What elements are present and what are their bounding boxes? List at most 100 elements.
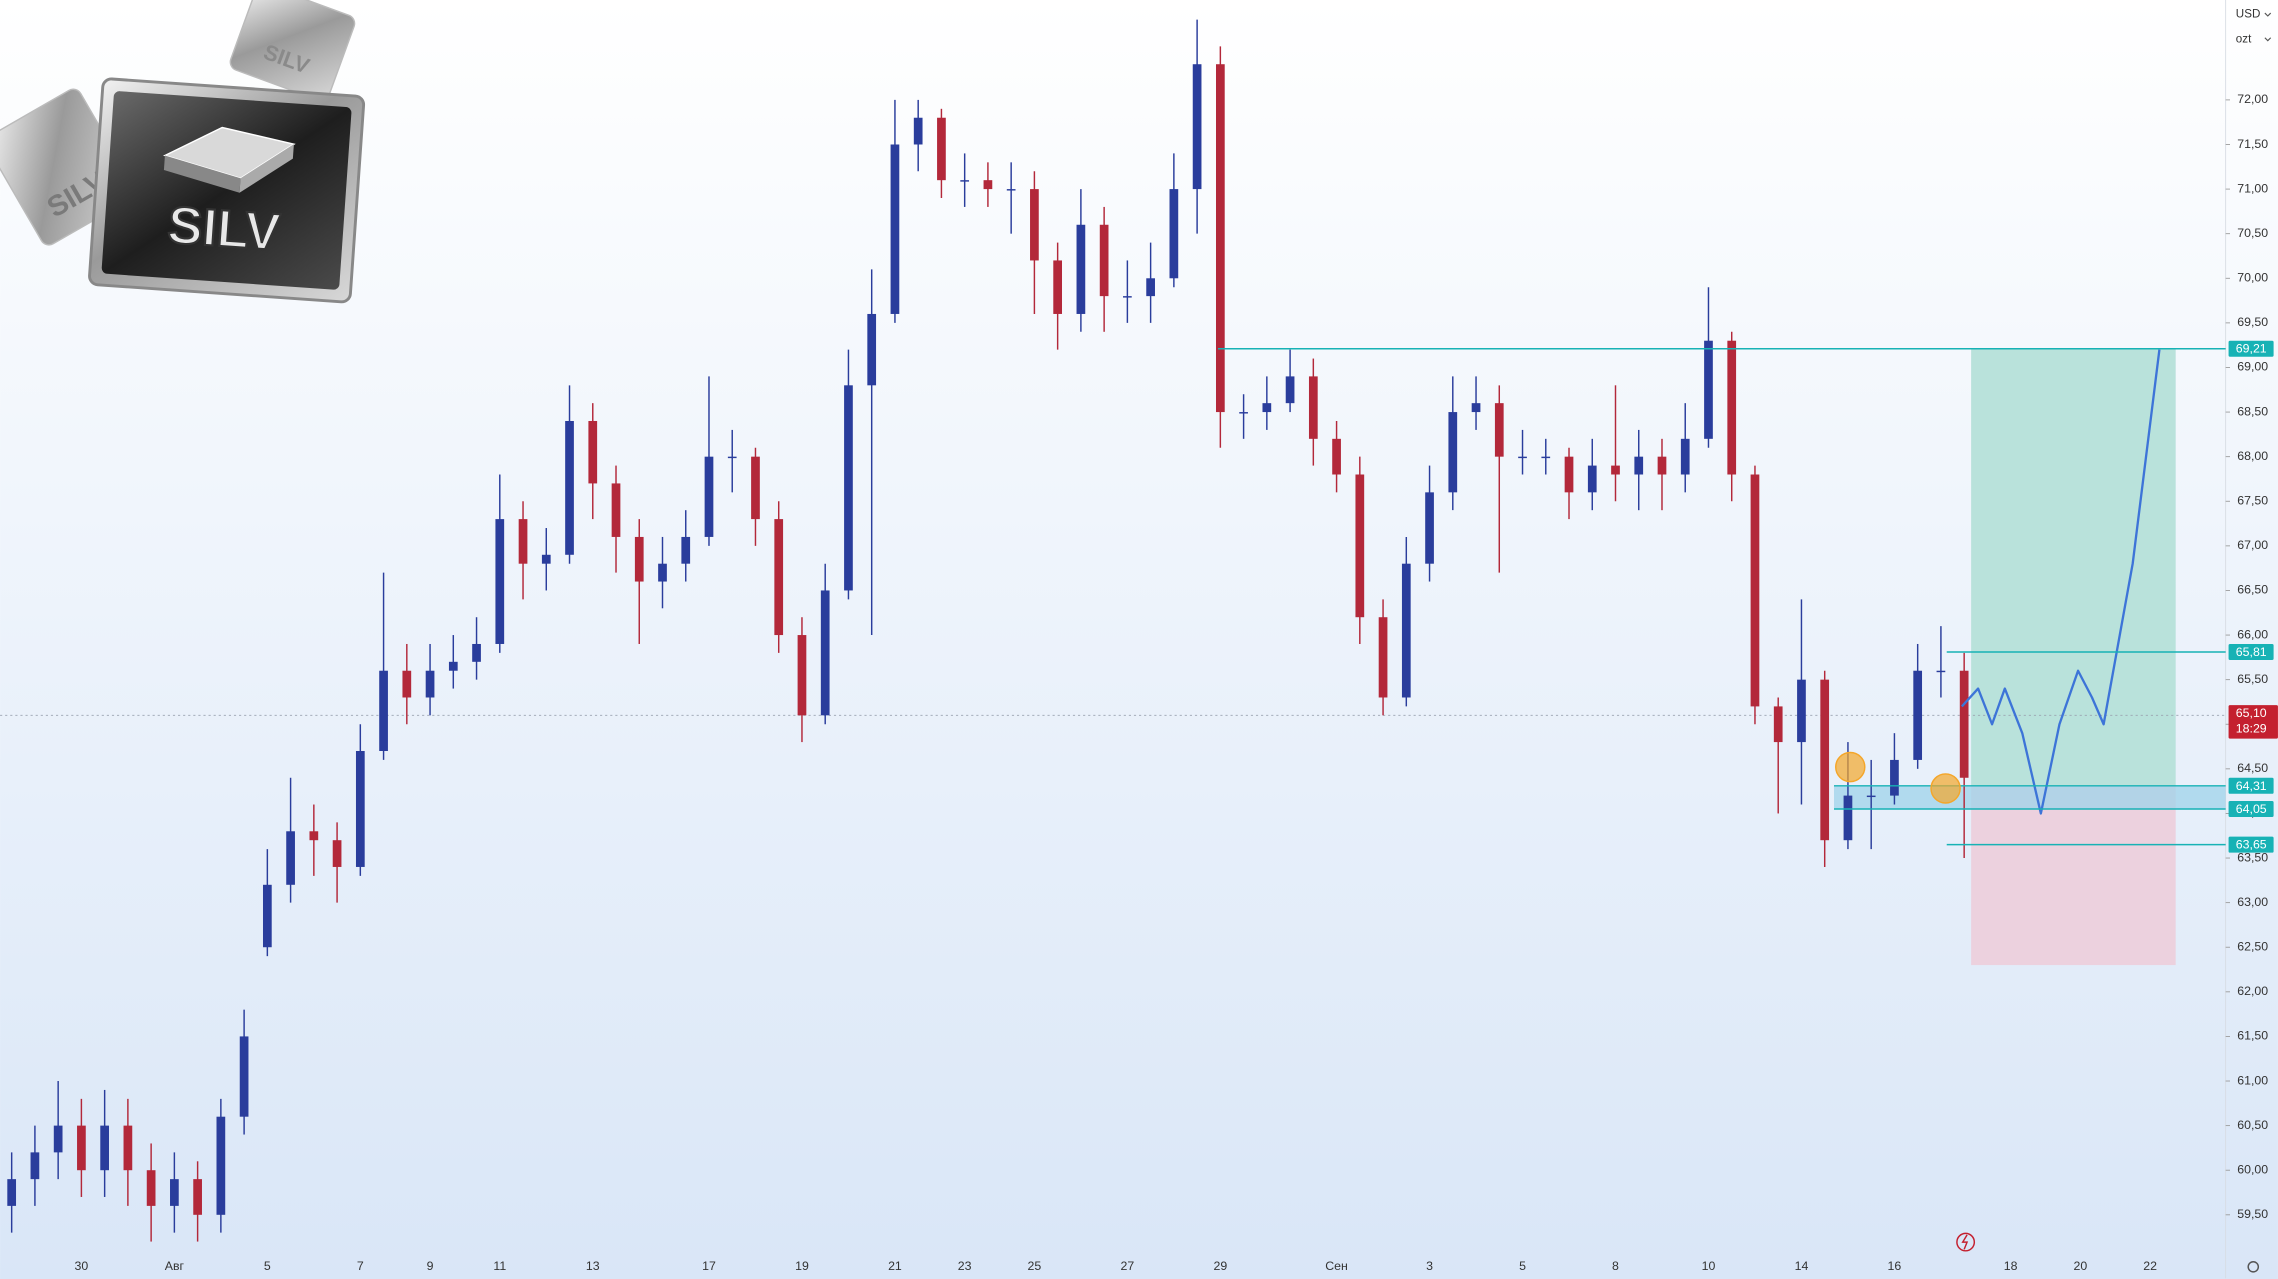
x-tick-label: 30 xyxy=(75,1259,89,1273)
y-tick-label: 68,00 xyxy=(2237,449,2268,463)
candle-body xyxy=(1820,679,1830,841)
candle-body xyxy=(960,180,970,182)
candle-body xyxy=(30,1152,40,1180)
level-tag xyxy=(2228,644,2274,660)
unit-label: ozt xyxy=(2236,32,2252,45)
candle-body xyxy=(425,670,435,698)
candle-body xyxy=(123,1125,133,1171)
candle-body xyxy=(1494,403,1504,457)
candle-body xyxy=(146,1170,156,1206)
candle-body xyxy=(1866,795,1876,798)
candle-body xyxy=(1959,670,1969,778)
y-tick-label: 62,50 xyxy=(2237,939,2268,953)
candle-body xyxy=(1192,64,1202,190)
candle-body xyxy=(541,554,551,564)
level-tag xyxy=(2228,777,2274,794)
candle-body xyxy=(1123,296,1132,298)
candle-body xyxy=(797,635,807,716)
candle-body xyxy=(1169,189,1179,279)
candle-body xyxy=(448,661,458,671)
y-tick-label: 59,50 xyxy=(2237,1207,2268,1221)
candle-body xyxy=(1332,438,1341,475)
candle-body xyxy=(1936,670,1946,673)
currency-label: USD xyxy=(2236,8,2261,21)
y-tick-label: 71,00 xyxy=(2237,181,2268,195)
candle-body xyxy=(937,117,946,181)
x-tick-label: 19 xyxy=(795,1259,809,1273)
y-tick-label: 63,50 xyxy=(2237,850,2268,864)
candle-body xyxy=(611,483,621,537)
y-tick-label: 63,00 xyxy=(2237,895,2268,909)
projection-path xyxy=(1960,349,2161,815)
candle-body xyxy=(355,751,365,867)
settings-icon[interactable] xyxy=(2247,1260,2260,1273)
level-label: 64,05 xyxy=(2236,802,2267,816)
candle-body xyxy=(286,831,295,885)
x-tick-label: 8 xyxy=(1612,1259,1619,1273)
candle-body xyxy=(1750,474,1760,707)
y-tick-label: 60,50 xyxy=(2237,1118,2268,1132)
x-tick-label: 11 xyxy=(493,1259,506,1273)
position-profit xyxy=(1971,348,2176,786)
x-tick-label: 5 xyxy=(264,1259,271,1273)
x-tick-label: 25 xyxy=(1028,1259,1042,1273)
candle-body xyxy=(1215,64,1225,413)
level-label: 64,31 xyxy=(2236,779,2267,793)
candle-body xyxy=(890,144,900,314)
level-label: 63,65 xyxy=(2236,838,2267,852)
candle-body xyxy=(1006,189,1016,191)
candle-body xyxy=(704,456,714,537)
marker xyxy=(1930,773,1961,804)
x-tick-label: 18 xyxy=(2004,1259,2018,1273)
candle-body xyxy=(1518,456,1527,459)
y-tick-label: 61,00 xyxy=(2237,1073,2268,1087)
candle-body xyxy=(1680,438,1690,475)
y-tick-label: 69,00 xyxy=(2237,360,2268,374)
candle-body xyxy=(1890,759,1899,796)
x-tick-label: 29 xyxy=(1213,1259,1227,1273)
candle-body xyxy=(1425,492,1434,564)
candle-body xyxy=(1262,403,1272,413)
candle-body xyxy=(1099,224,1109,297)
candle-body xyxy=(1634,456,1644,475)
candle-body xyxy=(1704,340,1713,439)
candle-body xyxy=(402,670,412,698)
candle-body xyxy=(634,536,644,582)
x-tick-label: 20 xyxy=(2074,1259,2088,1273)
dropdown-icon[interactable] xyxy=(2264,12,2272,42)
candle-body xyxy=(1773,706,1783,743)
candle-body xyxy=(1913,670,1923,760)
x-tick-label: 13 xyxy=(586,1259,600,1273)
alert-icon[interactable] xyxy=(1956,1232,1976,1252)
y-tick-label: 66,50 xyxy=(2237,583,2268,597)
candle-body xyxy=(727,456,737,459)
candle-body xyxy=(1448,412,1458,493)
candle-body xyxy=(751,456,760,520)
level-label: 65,81 xyxy=(2236,645,2267,659)
candle-body xyxy=(1355,474,1365,618)
candle-body xyxy=(1727,340,1737,475)
y-tick-label: 66,00 xyxy=(2237,627,2268,641)
y-tick-label: 60,00 xyxy=(2237,1162,2268,1176)
candle-body xyxy=(681,536,691,564)
candle-body xyxy=(216,1116,226,1215)
x-tick-label: Сен xyxy=(1325,1259,1348,1273)
x-tick-label: 27 xyxy=(1121,1259,1135,1273)
y-tick-label: 62,00 xyxy=(2237,984,2268,998)
x-tick-label: 10 xyxy=(1702,1259,1716,1273)
y-tick-label: 69,50 xyxy=(2237,315,2268,329)
candle-body xyxy=(53,1125,63,1153)
candle-body xyxy=(239,1036,249,1117)
level-label: 69,21 xyxy=(2236,342,2267,356)
x-tick-label: 21 xyxy=(888,1259,902,1273)
y-tick-label: 61,50 xyxy=(2237,1029,2268,1043)
marker xyxy=(1835,751,1866,783)
x-tick-label: 7 xyxy=(357,1259,364,1273)
candle-body xyxy=(309,831,319,841)
x-tick-label: 3 xyxy=(1426,1259,1433,1273)
x-tick-label: Авг xyxy=(165,1259,185,1273)
candle-body xyxy=(658,563,667,582)
